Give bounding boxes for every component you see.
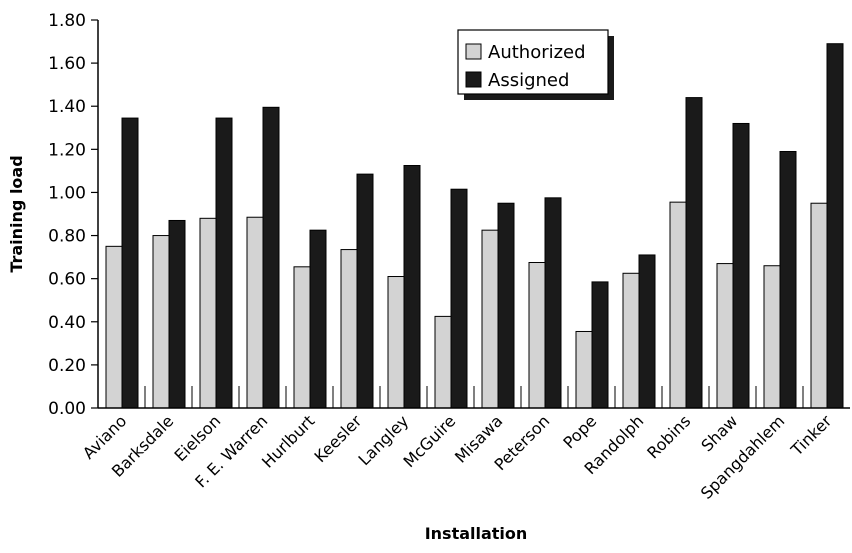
x-tick-label: McGuire bbox=[399, 411, 459, 471]
x-tick-label: Hurlburt bbox=[258, 411, 318, 471]
bar-assigned bbox=[168, 219, 186, 409]
bar-authorized bbox=[810, 202, 828, 409]
bar-assigned bbox=[403, 165, 421, 409]
bar-assigned bbox=[826, 43, 844, 409]
bar-assigned bbox=[262, 106, 280, 409]
bar-assigned bbox=[591, 281, 609, 409]
bar-assigned bbox=[356, 173, 374, 409]
legend-swatch-assigned bbox=[465, 71, 482, 88]
bar-assigned bbox=[497, 202, 515, 409]
y-tick-label: 0.20 bbox=[48, 356, 86, 376]
bar-authorized bbox=[481, 229, 499, 409]
y-tick-label: 0.40 bbox=[48, 313, 86, 333]
bar-assigned bbox=[121, 117, 139, 409]
x-tick-label: Tinker bbox=[787, 411, 836, 460]
legend: Authorized Assigned bbox=[457, 29, 614, 100]
bar-assigned bbox=[544, 197, 562, 409]
y-tick-label: 0.00 bbox=[48, 399, 86, 419]
bar-assigned bbox=[450, 188, 468, 409]
bar-assigned bbox=[779, 150, 797, 409]
bar-authorized bbox=[152, 235, 170, 409]
y-tick-label: 1.60 bbox=[48, 54, 86, 74]
bar-authorized bbox=[716, 263, 734, 409]
x-tick-label: Spangdahlem bbox=[697, 411, 788, 502]
bar-authorized bbox=[575, 330, 593, 409]
x-tick-label: Shaw bbox=[697, 411, 741, 455]
legend-box bbox=[457, 29, 609, 95]
bar-authorized bbox=[434, 315, 452, 409]
bar-assigned bbox=[732, 122, 750, 409]
y-tick-label: 1.00 bbox=[48, 183, 86, 203]
y-tick-label: 1.40 bbox=[48, 97, 86, 117]
bar-authorized bbox=[293, 266, 311, 409]
bar-assigned bbox=[685, 97, 703, 409]
y-tick-label: 0.60 bbox=[48, 270, 86, 290]
bar-authorized bbox=[246, 216, 264, 409]
bar-authorized bbox=[763, 265, 781, 409]
y-axis-ticks: 0.00 0.20 0.40 0.60 0.80 1.00 1.20 1.40 1.60 1.80 bbox=[48, 11, 98, 419]
legend-label-assigned: Assigned bbox=[488, 70, 569, 91]
legend-swatch-authorized bbox=[465, 43, 482, 60]
x-tick-label: Pope bbox=[559, 411, 600, 452]
bar-assigned bbox=[215, 117, 233, 409]
axes bbox=[97, 20, 850, 409]
x-tick-label: Robins bbox=[643, 411, 694, 462]
bar-authorized bbox=[622, 272, 640, 409]
y-tick-label: 0.80 bbox=[48, 227, 86, 247]
bar-authorized bbox=[669, 201, 687, 409]
y-tick-label: 1.80 bbox=[48, 11, 86, 31]
y-axis-title: Training load bbox=[7, 155, 26, 272]
bar-authorized bbox=[528, 262, 546, 409]
bar-assigned bbox=[309, 229, 327, 409]
y-tick-label: 1.20 bbox=[48, 140, 86, 160]
bar-authorized bbox=[105, 245, 123, 409]
bar-authorized bbox=[199, 217, 217, 409]
bar-authorized bbox=[387, 276, 405, 409]
bar-series bbox=[105, 43, 844, 409]
legend-label-authorized: Authorized bbox=[488, 42, 586, 63]
bar-assigned bbox=[638, 254, 656, 409]
bar-authorized bbox=[340, 249, 358, 409]
x-axis-title: Installation bbox=[425, 524, 528, 543]
